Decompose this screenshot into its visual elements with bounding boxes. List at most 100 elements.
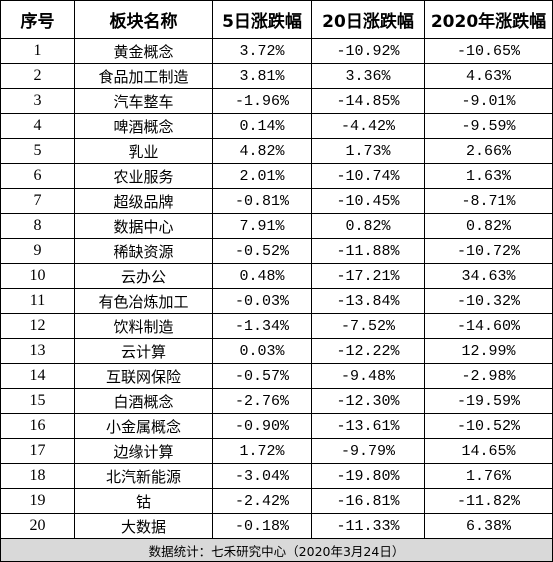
change-2020: 6.38% (424, 513, 553, 539)
change-2020: 4.63% (424, 63, 553, 89)
row-index: 14 (0, 363, 75, 389)
sector-name: 云计算 (74, 338, 213, 364)
change-20day: -9.79% (311, 438, 425, 464)
table-row: 2 食品加工制造 3.81% 3.36% 4.63% (0, 63, 553, 89)
change-2020: 1.63% (424, 163, 553, 189)
sector-name: 大数据 (74, 513, 213, 539)
source-note: 数据统计：七禾研究中心（2020年3月24日） (0, 538, 553, 562)
change-5day: -3.04% (212, 463, 312, 489)
header-20day-change: 20日涨跌幅 (311, 0, 425, 39)
change-2020: -9.01% (424, 88, 553, 114)
table-row: 16 小金属概念 -0.90% -13.61% -10.52% (0, 413, 553, 439)
footer-row: 数据统计：七禾研究中心（2020年3月24日） (0, 538, 553, 562)
sector-name: 饮料制造 (74, 313, 213, 339)
table-row: 20 大数据 -0.18% -11.33% 6.38% (0, 513, 553, 539)
change-5day: 3.72% (212, 38, 312, 64)
sector-name: 有色冶炼加工 (74, 288, 213, 314)
sector-name: 超级品牌 (74, 188, 213, 214)
change-2020: 14.65% (424, 438, 553, 464)
table-row: 14 互联网保险 -0.57% -9.48% -2.98% (0, 363, 553, 389)
table-row: 18 北汽新能源 -3.04% -19.80% 1.76% (0, 463, 553, 489)
change-5day: -1.34% (212, 313, 312, 339)
table-row: 3 汽车整车 -1.96% -14.85% -9.01% (0, 88, 553, 114)
change-5day: -0.57% (212, 363, 312, 389)
sector-name: 边缘计算 (74, 438, 213, 464)
row-index: 17 (0, 438, 75, 464)
change-5day: 3.81% (212, 63, 312, 89)
change-2020: 0.82% (424, 213, 553, 239)
table-row: 19 钴 -2.42% -16.81% -11.82% (0, 488, 553, 514)
row-index: 18 (0, 463, 75, 489)
change-2020: -2.98% (424, 363, 553, 389)
table-row: 7 超级品牌 -0.81% -10.45% -8.71% (0, 188, 553, 214)
table-row: 4 啤酒概念 0.14% -4.42% -9.59% (0, 113, 553, 139)
table-header: 序号 板块名称 5日涨跌幅 20日涨跌幅 2020年涨跌幅 (0, 0, 553, 39)
change-20day: -19.80% (311, 463, 425, 489)
sector-name: 汽车整车 (74, 88, 213, 114)
change-5day: -0.81% (212, 188, 312, 214)
sector-name: 小金属概念 (74, 413, 213, 439)
change-5day: -2.42% (212, 488, 312, 514)
change-20day: -10.92% (311, 38, 425, 64)
row-index: 8 (0, 213, 75, 239)
change-5day: -0.90% (212, 413, 312, 439)
row-index: 6 (0, 163, 75, 189)
row-index: 5 (0, 138, 75, 164)
row-index: 16 (0, 413, 75, 439)
row-index: 9 (0, 238, 75, 264)
table-row: 1 黄金概念 3.72% -10.92% -10.65% (0, 38, 553, 64)
row-index: 10 (0, 263, 75, 289)
sector-name: 农业服务 (74, 163, 213, 189)
change-5day: -0.18% (212, 513, 312, 539)
sector-name: 啤酒概念 (74, 113, 213, 139)
header-row: 序号 板块名称 5日涨跌幅 20日涨跌幅 2020年涨跌幅 (0, 0, 553, 39)
table-row: 8 数据中心 7.91% 0.82% 0.82% (0, 213, 553, 239)
row-index: 13 (0, 338, 75, 364)
change-20day: 3.36% (311, 63, 425, 89)
sector-name: 白酒概念 (74, 388, 213, 414)
change-2020: 2.66% (424, 138, 553, 164)
change-2020: -9.59% (424, 113, 553, 139)
header-5day-change: 5日涨跌幅 (212, 0, 312, 39)
change-20day: -13.84% (311, 288, 425, 314)
row-index: 11 (0, 288, 75, 314)
table-footer: 数据统计：七禾研究中心（2020年3月24日） (0, 538, 553, 562)
table-row: 13 云计算 0.03% -12.22% 12.99% (0, 338, 553, 364)
change-20day: -13.61% (311, 413, 425, 439)
change-2020: -14.60% (424, 313, 553, 339)
sector-name: 云办公 (74, 263, 213, 289)
row-index: 20 (0, 513, 75, 539)
change-20day: -12.22% (311, 338, 425, 364)
change-20day: -7.52% (311, 313, 425, 339)
sector-name: 北汽新能源 (74, 463, 213, 489)
change-2020: 12.99% (424, 338, 553, 364)
change-20day: -11.33% (311, 513, 425, 539)
table-row: 10 云办公 0.48% -17.21% 34.63% (0, 263, 553, 289)
change-5day: 4.82% (212, 138, 312, 164)
sector-name: 黄金概念 (74, 38, 213, 64)
header-sector-name: 板块名称 (74, 0, 213, 39)
table-row: 6 农业服务 2.01% -10.74% 1.63% (0, 163, 553, 189)
change-20day: -4.42% (311, 113, 425, 139)
row-index: 19 (0, 488, 75, 514)
sector-name: 数据中心 (74, 213, 213, 239)
row-index: 3 (0, 88, 75, 114)
change-2020: -19.59% (424, 388, 553, 414)
change-5day: 0.03% (212, 338, 312, 364)
sector-name: 食品加工制造 (74, 63, 213, 89)
change-2020: -10.32% (424, 288, 553, 314)
table-row: 17 边缘计算 1.72% -9.79% 14.65% (0, 438, 553, 464)
change-2020: 1.76% (424, 463, 553, 489)
header-2020-change: 2020年涨跌幅 (424, 0, 553, 39)
row-index: 2 (0, 63, 75, 89)
change-2020: -10.65% (424, 38, 553, 64)
change-5day: -0.03% (212, 288, 312, 314)
change-20day: -12.30% (311, 388, 425, 414)
change-2020: 34.63% (424, 263, 553, 289)
change-5day: 2.01% (212, 163, 312, 189)
row-index: 7 (0, 188, 75, 214)
change-20day: 1.73% (311, 138, 425, 164)
change-2020: -10.72% (424, 238, 553, 264)
